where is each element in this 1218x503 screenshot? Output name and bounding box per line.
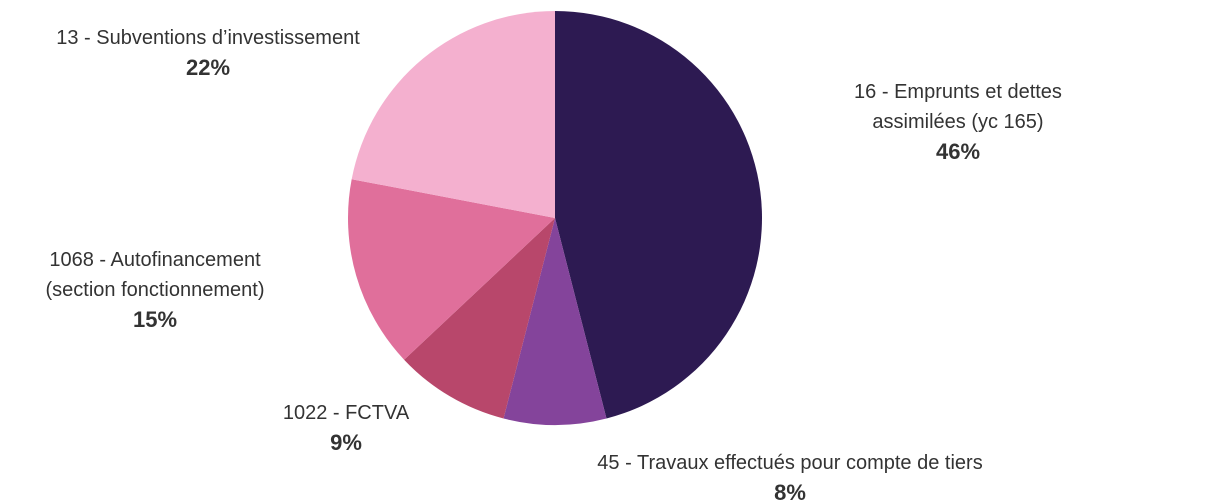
value-label: 15% (132, 307, 178, 332)
value-label: 9% (330, 430, 362, 455)
pie-slice (404, 218, 555, 419)
slice-label: 45 - Travaux effectués pour compte de ti… (597, 448, 982, 503)
slice-label: 1022 - FCTVA 9% (283, 398, 409, 458)
slice-label: 1068 - Autofinancement (section fonction… (15, 245, 295, 335)
pie-slice (348, 179, 555, 360)
value-label: 46% (935, 139, 981, 164)
category-label: 13 - Subventions d’investissement (56, 27, 360, 49)
pie-slice (351, 11, 555, 218)
category-label: 1068 - Autofinancement (section fonction… (45, 249, 265, 301)
category-label: 1022 - FCTVA (282, 402, 410, 424)
slice-label: 13 - Subventions d’investissement 22% (56, 23, 360, 83)
pie-slice (503, 218, 607, 425)
category-label: 45 - Travaux effectués pour compte de ti… (597, 452, 983, 474)
category-label: 16 - Emprunts et dettes assimilées (yc 1… (854, 81, 1062, 133)
value-label: 8% (774, 480, 806, 503)
value-label: 22% (185, 55, 231, 80)
slice-label: 16 - Emprunts et dettes assimilées (yc 1… (828, 77, 1088, 167)
pie-slice (555, 11, 763, 419)
